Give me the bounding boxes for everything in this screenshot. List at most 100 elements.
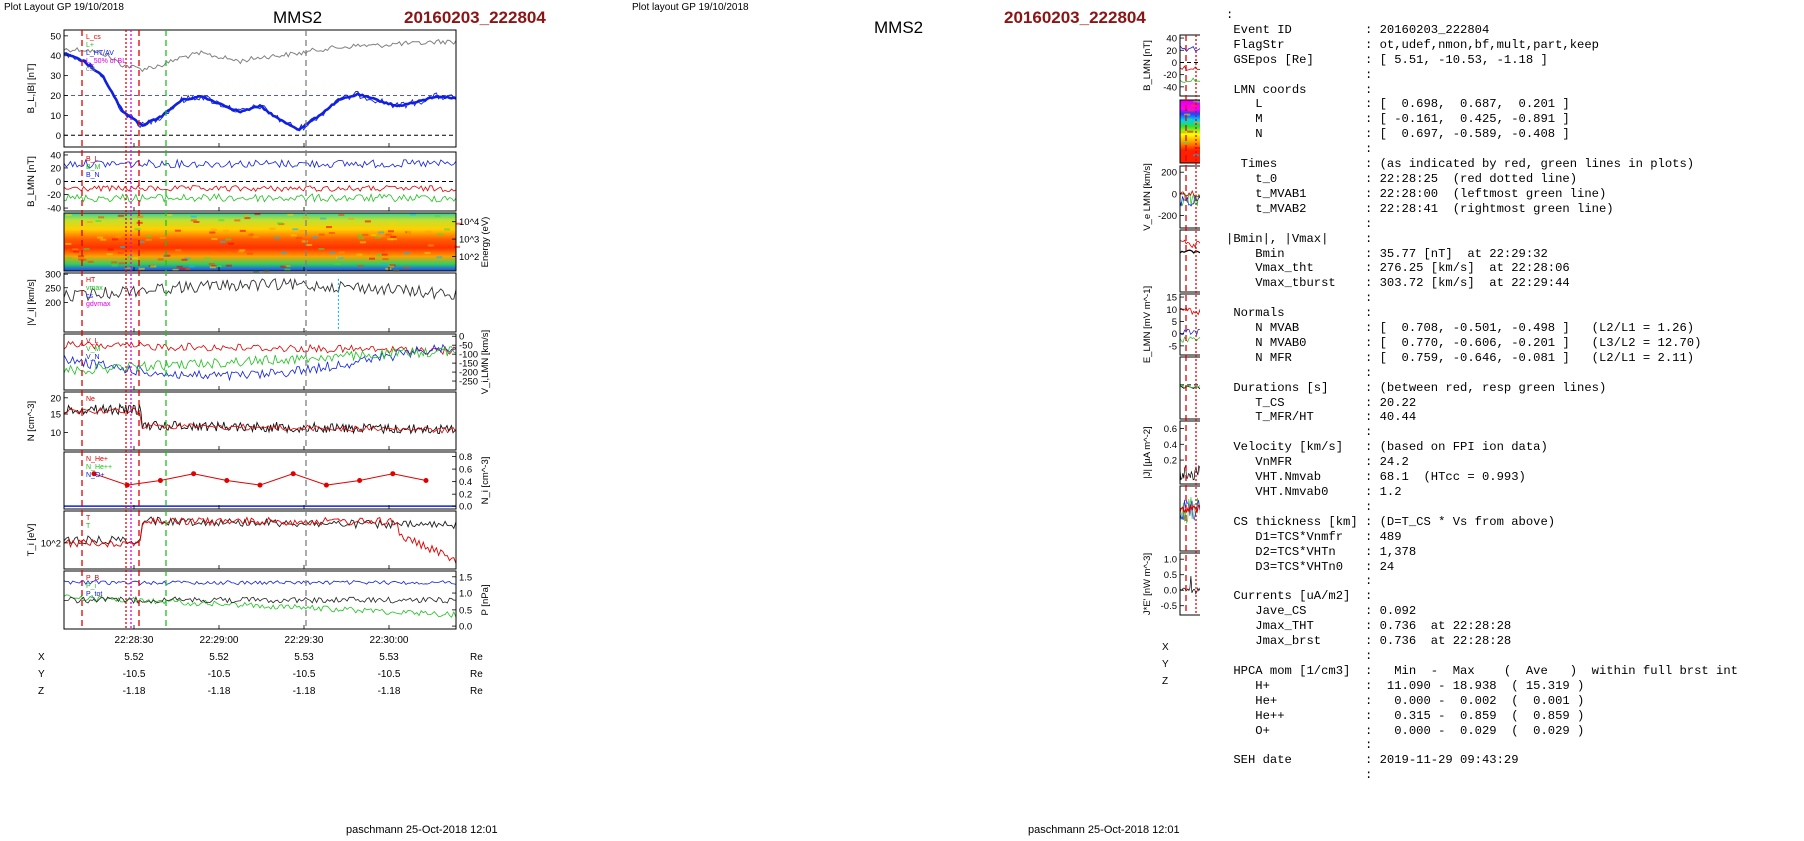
spectrogram-speckle xyxy=(295,237,302,240)
spectrogram-speckle xyxy=(228,242,234,245)
spectrogram-speckle xyxy=(136,221,143,224)
spectrogram-speckle xyxy=(219,241,226,243)
series-EN xyxy=(1179,336,1200,344)
legend-entry: cst xyxy=(86,66,95,73)
spectrogram-speckle xyxy=(225,264,232,267)
legend-entry: P_B xyxy=(86,575,100,582)
y-tick-label: 0.8 xyxy=(459,452,472,463)
y-axis-label: N_i [cm^-3] xyxy=(480,457,491,505)
spectrogram-speckle xyxy=(370,234,377,237)
spectrogram-speckle xyxy=(209,231,216,234)
y-tick-label: 15 xyxy=(50,410,61,421)
spectrogram-speckle xyxy=(115,235,122,238)
spectrogram-speckle xyxy=(117,251,124,254)
y-tick-label: 0 xyxy=(56,177,61,188)
spectrogram-speckle xyxy=(164,254,171,257)
legend-entry: V_M xyxy=(86,346,101,353)
y-axis-label: |V_i| [km/s] xyxy=(26,279,37,326)
y-tick-label: 0.4 xyxy=(1164,440,1177,451)
spectrogram-speckle xyxy=(377,235,384,238)
y-tick-label: 0 xyxy=(1172,329,1177,340)
spectrogram-speckle xyxy=(1193,100,1200,103)
spectrogram-speckle xyxy=(387,238,394,241)
spectrogram-speckle xyxy=(190,215,197,218)
legend-entry: T xyxy=(86,523,91,530)
position-value: 5.53 xyxy=(379,652,399,663)
legend-entry: V_N xyxy=(86,354,100,361)
spectrogram-speckle xyxy=(356,253,363,256)
spectrogram-speckle xyxy=(184,268,191,270)
spectrogram-speckle xyxy=(166,214,173,216)
spectrogram-speckle xyxy=(111,264,118,267)
y-tick-label: 40 xyxy=(1166,34,1177,45)
spectrogram-speckle xyxy=(95,220,102,222)
middle-event-id: 20160203_222804 xyxy=(1004,8,1146,27)
spectrogram-speckle xyxy=(410,213,416,216)
y-tick-label: -40 xyxy=(47,204,61,215)
panel-7: 0.8 0.60.4 0.20.0 N_i [cm^-3] N_He+N_He++N_O… xyxy=(63,451,491,513)
position-axis-label: Y xyxy=(1162,659,1169,670)
y-tick-label: -150 xyxy=(459,359,478,370)
series-EL xyxy=(1179,306,1200,316)
spectrogram-speckle xyxy=(454,245,460,248)
panel-6: 100-10E_M [mV m^-1](VexB)_ME_M xyxy=(1179,356,1200,420)
series-Ne xyxy=(63,402,457,435)
spectrogram-speckle xyxy=(243,232,250,235)
y-tick-label: -20 xyxy=(1163,70,1177,81)
y-tick-label: 200 xyxy=(1161,168,1177,179)
y-axis-label: T_i [eV] xyxy=(26,524,37,557)
spectrogram-speckle xyxy=(134,228,141,231)
spectrogram-speckle xyxy=(403,266,410,269)
y-axis-label: N [cm^-3] xyxy=(26,401,37,441)
y-tick-label: 0.4 xyxy=(459,477,472,488)
legend-entry: L_cs xyxy=(86,34,101,41)
spectrogram-speckle xyxy=(80,258,87,261)
spectrogram-speckle xyxy=(181,258,188,261)
legend-entry: L_50% of BL xyxy=(86,58,126,65)
panel-9: 1.5 1.0 0.5 0.0 P [nPa] P_BP_iP_tot xyxy=(63,570,491,633)
panel-frame xyxy=(1179,99,1200,164)
spectrogram-speckle xyxy=(444,228,451,231)
spectrogram-speckle xyxy=(184,257,191,260)
panel-8: 10^2 T_i [eV] TT xyxy=(26,510,457,570)
legend-entry: V_L xyxy=(86,338,99,345)
series-BN xyxy=(64,192,457,203)
y-axis-label: B_L,|B| [nT] xyxy=(26,64,37,114)
spectrogram-speckle xyxy=(362,233,369,236)
y-tick-label: 20 xyxy=(50,91,61,102)
panel-frame xyxy=(1179,420,1200,485)
y-tick-label: 40 xyxy=(50,150,61,161)
spectrogram-speckle xyxy=(1194,146,1200,149)
spectrogram-speckle xyxy=(247,233,254,236)
spectrogram-speckle xyxy=(287,213,294,216)
y-tick-label: 0.6 xyxy=(1164,424,1177,435)
panel-frame xyxy=(63,272,457,333)
panel-frame xyxy=(63,29,457,148)
legend-entry: B_M xyxy=(86,164,101,171)
y-tick-label: 250 xyxy=(45,283,61,294)
position-axis-label: Z xyxy=(38,686,44,697)
y-axis-label: E_LMN [mV m^-1] xyxy=(1142,286,1153,363)
spectrogram-speckle xyxy=(284,268,291,271)
panel-frame xyxy=(1179,552,1200,616)
series-Ni xyxy=(63,407,457,434)
spectrogram-speckle xyxy=(302,216,309,219)
spectrogram-speckle xyxy=(1184,113,1191,116)
spectrogram-speckle xyxy=(106,253,113,256)
position-unit: Re xyxy=(470,686,483,697)
spectrogram-speckle xyxy=(334,263,341,265)
spectrogram-speckle xyxy=(374,236,381,239)
panel-frame xyxy=(63,212,457,272)
spectrogram-speckle xyxy=(1180,131,1187,134)
y-tick-label: 30 xyxy=(50,71,61,82)
spectrogram-speckle xyxy=(157,258,164,261)
spectrogram-speckle xyxy=(73,250,80,253)
position-axis-label: X xyxy=(1162,642,1169,653)
spectrogram-speckle xyxy=(209,266,216,269)
y-tick-label: 0.5 xyxy=(459,605,472,616)
spectrogram-speckle xyxy=(387,230,394,233)
